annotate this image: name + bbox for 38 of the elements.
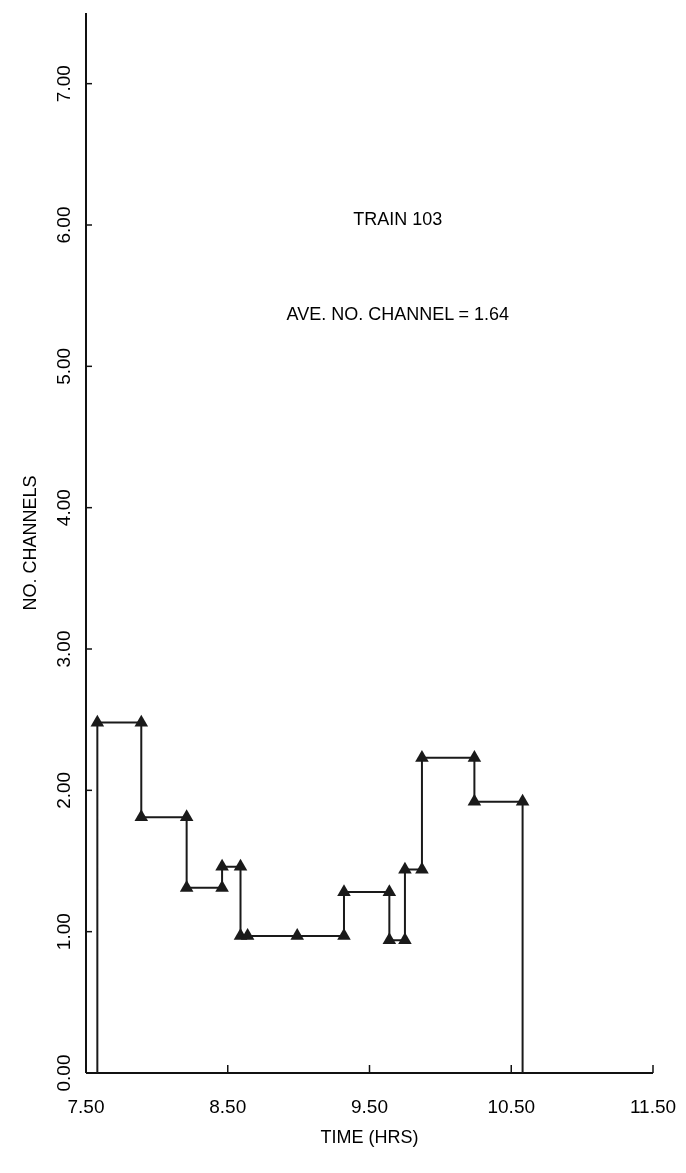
point [215,858,229,871]
point [134,809,149,822]
point [515,793,530,806]
point [382,932,397,945]
y-tick-label: 4.00 [53,489,74,527]
annotation: AVE. NO. CHANNEL = 1.64 [286,304,510,325]
x-tick-label: 10.50 [487,1096,536,1117]
y-tick-label: 2.00 [53,771,74,809]
point [398,932,412,945]
y-tick-label: 5.00 [53,347,74,385]
point [215,880,229,892]
point [240,928,255,940]
point [467,749,482,762]
point [415,861,429,874]
point [382,884,397,897]
point [337,884,351,897]
point [134,714,149,727]
y-tick-label: 3.00 [53,630,74,668]
y-axis-title: NO. CHANNELS [20,475,40,611]
x-tick-label: 7.50 [67,1096,105,1117]
x-tick-label: 8.50 [209,1096,247,1117]
x-tick-label: 11.50 [629,1096,677,1117]
point [90,714,105,727]
point [467,793,482,806]
y-tick-label: 0.00 [53,1054,74,1092]
annotation: TRAIN 103 [353,209,443,229]
point [290,928,304,940]
x-tick-label: 9.50 [351,1096,388,1117]
y-tick-label: 1.00 [53,913,74,951]
point [398,861,412,874]
point [415,749,429,762]
point [233,858,248,871]
point [179,880,194,892]
y-tick-label: 6.00 [53,206,74,244]
y-tick-label: 7.00 [53,65,74,103]
point [337,928,351,940]
point [179,809,194,822]
x-axis-title: TIME (HRS) [320,1127,419,1147]
